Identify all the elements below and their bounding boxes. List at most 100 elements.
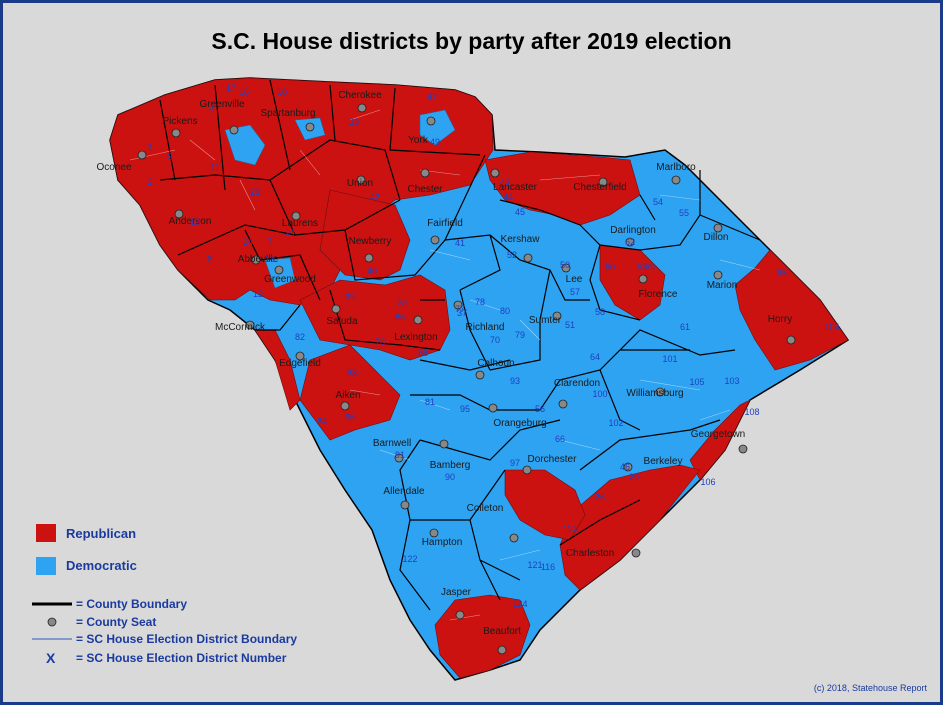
county-label-aiken: Aiken bbox=[335, 390, 360, 401]
district-number: 88 bbox=[418, 348, 428, 358]
district-number: 64 bbox=[590, 352, 600, 362]
district-number: 58 bbox=[595, 307, 605, 317]
county-label-kershaw: Kershaw bbox=[501, 234, 541, 245]
legend-district-number-label: = SC House Election District Number bbox=[76, 651, 287, 665]
district-number: 114 bbox=[563, 524, 577, 534]
county-seat bbox=[558, 399, 568, 409]
county-label-richland: Richland bbox=[466, 322, 505, 333]
county-seat bbox=[453, 300, 463, 310]
lancaster-chesterfield-red bbox=[484, 151, 641, 226]
democratic-swatch bbox=[36, 557, 56, 575]
county-label-charleston: Charleston bbox=[566, 548, 614, 559]
county-seat bbox=[638, 274, 648, 284]
county-seat bbox=[561, 263, 571, 273]
district-number: 16 bbox=[239, 87, 249, 97]
district-number: 97 bbox=[510, 458, 520, 468]
county-label-mccormick: McCormick bbox=[215, 322, 266, 333]
district-number: 54 bbox=[653, 197, 663, 207]
district-number: 14 bbox=[285, 227, 295, 237]
horry-red bbox=[734, 249, 849, 371]
district-number: 87 bbox=[398, 298, 408, 308]
county-seat bbox=[455, 610, 465, 620]
county-seat bbox=[420, 168, 430, 178]
county-line bbox=[159, 79, 761, 611]
county-seat bbox=[426, 116, 436, 126]
district-number: 104 bbox=[824, 322, 839, 332]
county-seat bbox=[523, 253, 533, 263]
county-seat bbox=[245, 320, 255, 330]
county-label-beaufort: Beaufort bbox=[483, 626, 521, 637]
county-label-florence: Florence bbox=[639, 289, 678, 300]
district-number: 51 bbox=[565, 320, 575, 330]
district-number: 122 bbox=[402, 554, 417, 564]
district-number: 2 bbox=[147, 177, 152, 187]
county-seat bbox=[439, 439, 449, 449]
county-seat bbox=[430, 235, 440, 245]
county-seat bbox=[364, 253, 374, 263]
county-seat bbox=[490, 168, 500, 178]
county-label-pickens: Pickens bbox=[162, 116, 197, 127]
county-seat bbox=[713, 223, 723, 233]
county-seat bbox=[552, 311, 562, 321]
county-label-fairfield: Fairfield bbox=[427, 218, 463, 229]
district-number: 78 bbox=[475, 297, 485, 307]
county-label-saluda: Saluda bbox=[326, 316, 358, 327]
district-number: 10 bbox=[190, 217, 200, 227]
county-seat bbox=[331, 304, 341, 314]
district-number: 55 bbox=[679, 208, 689, 218]
district-number: 37 bbox=[457, 308, 467, 318]
republican-swatch bbox=[36, 524, 56, 542]
county-label-dillon: Dillon bbox=[703, 232, 728, 243]
district-number: 102 bbox=[608, 418, 623, 428]
district-number: 101 bbox=[662, 354, 677, 364]
district-number: 65 bbox=[777, 268, 787, 278]
county-seat bbox=[671, 175, 681, 185]
county-label-bamberg: Bamberg bbox=[430, 460, 471, 471]
district-number: 53 bbox=[637, 262, 647, 272]
county-seat bbox=[598, 177, 608, 187]
legend-republican-label: Republican bbox=[66, 526, 137, 541]
district-number: 82 bbox=[295, 332, 305, 342]
county-label-berkeley: Berkeley bbox=[644, 456, 683, 467]
district-number: 86 bbox=[395, 312, 405, 322]
county-seat bbox=[356, 175, 366, 185]
district-number: 103 bbox=[724, 376, 739, 386]
district-number: 84 bbox=[317, 416, 327, 426]
county-label-dorchester: Dorchester bbox=[528, 454, 578, 465]
legend-county-boundary-label: = County Boundary bbox=[76, 597, 188, 611]
district-number: 57 bbox=[570, 287, 580, 297]
district-number: 98 bbox=[347, 368, 357, 378]
county-label-oconee: Oconee bbox=[96, 162, 131, 173]
florence-red bbox=[599, 244, 666, 321]
county-seat bbox=[488, 403, 498, 413]
county-boundaries bbox=[159, 79, 761, 611]
county-seat bbox=[509, 533, 519, 543]
county-label-chesterfield: Chesterfield bbox=[573, 182, 626, 193]
district-number: 106 bbox=[700, 477, 715, 487]
county-seat bbox=[251, 255, 261, 265]
county-label-abbeville: Abbeville bbox=[238, 254, 279, 265]
district-number: 108 bbox=[744, 407, 759, 417]
county-label-anderson: Anderson bbox=[169, 216, 212, 227]
county-label-jasper: Jasper bbox=[441, 587, 472, 598]
district-number: 45 bbox=[515, 207, 525, 217]
county-label-darlington: Darlington bbox=[610, 225, 656, 236]
legend-district-number-symbol: X bbox=[46, 650, 56, 666]
county-seat bbox=[291, 211, 301, 221]
district-number: 26 bbox=[595, 492, 605, 502]
district-number: 44 bbox=[503, 192, 513, 202]
county-label-clarendon: Clarendon bbox=[554, 378, 600, 389]
district-number: 29 bbox=[629, 472, 639, 482]
district-number: 18 bbox=[277, 87, 287, 97]
legend-county-seat-symbol bbox=[47, 617, 57, 627]
district-number: 70 bbox=[490, 335, 500, 345]
district-number: 42 bbox=[370, 192, 380, 202]
district-number: 12 bbox=[253, 289, 263, 299]
district-number: 73 bbox=[375, 337, 385, 347]
county-label-laurens: Laurens bbox=[282, 218, 318, 229]
county-label-marlboro: Marlboro bbox=[656, 162, 696, 173]
county-label-chester: Chester bbox=[407, 184, 443, 195]
county-label-allendale: Allendale bbox=[383, 486, 425, 497]
legend-district-boundary-label: = SC House Election District Boundary bbox=[76, 632, 298, 646]
